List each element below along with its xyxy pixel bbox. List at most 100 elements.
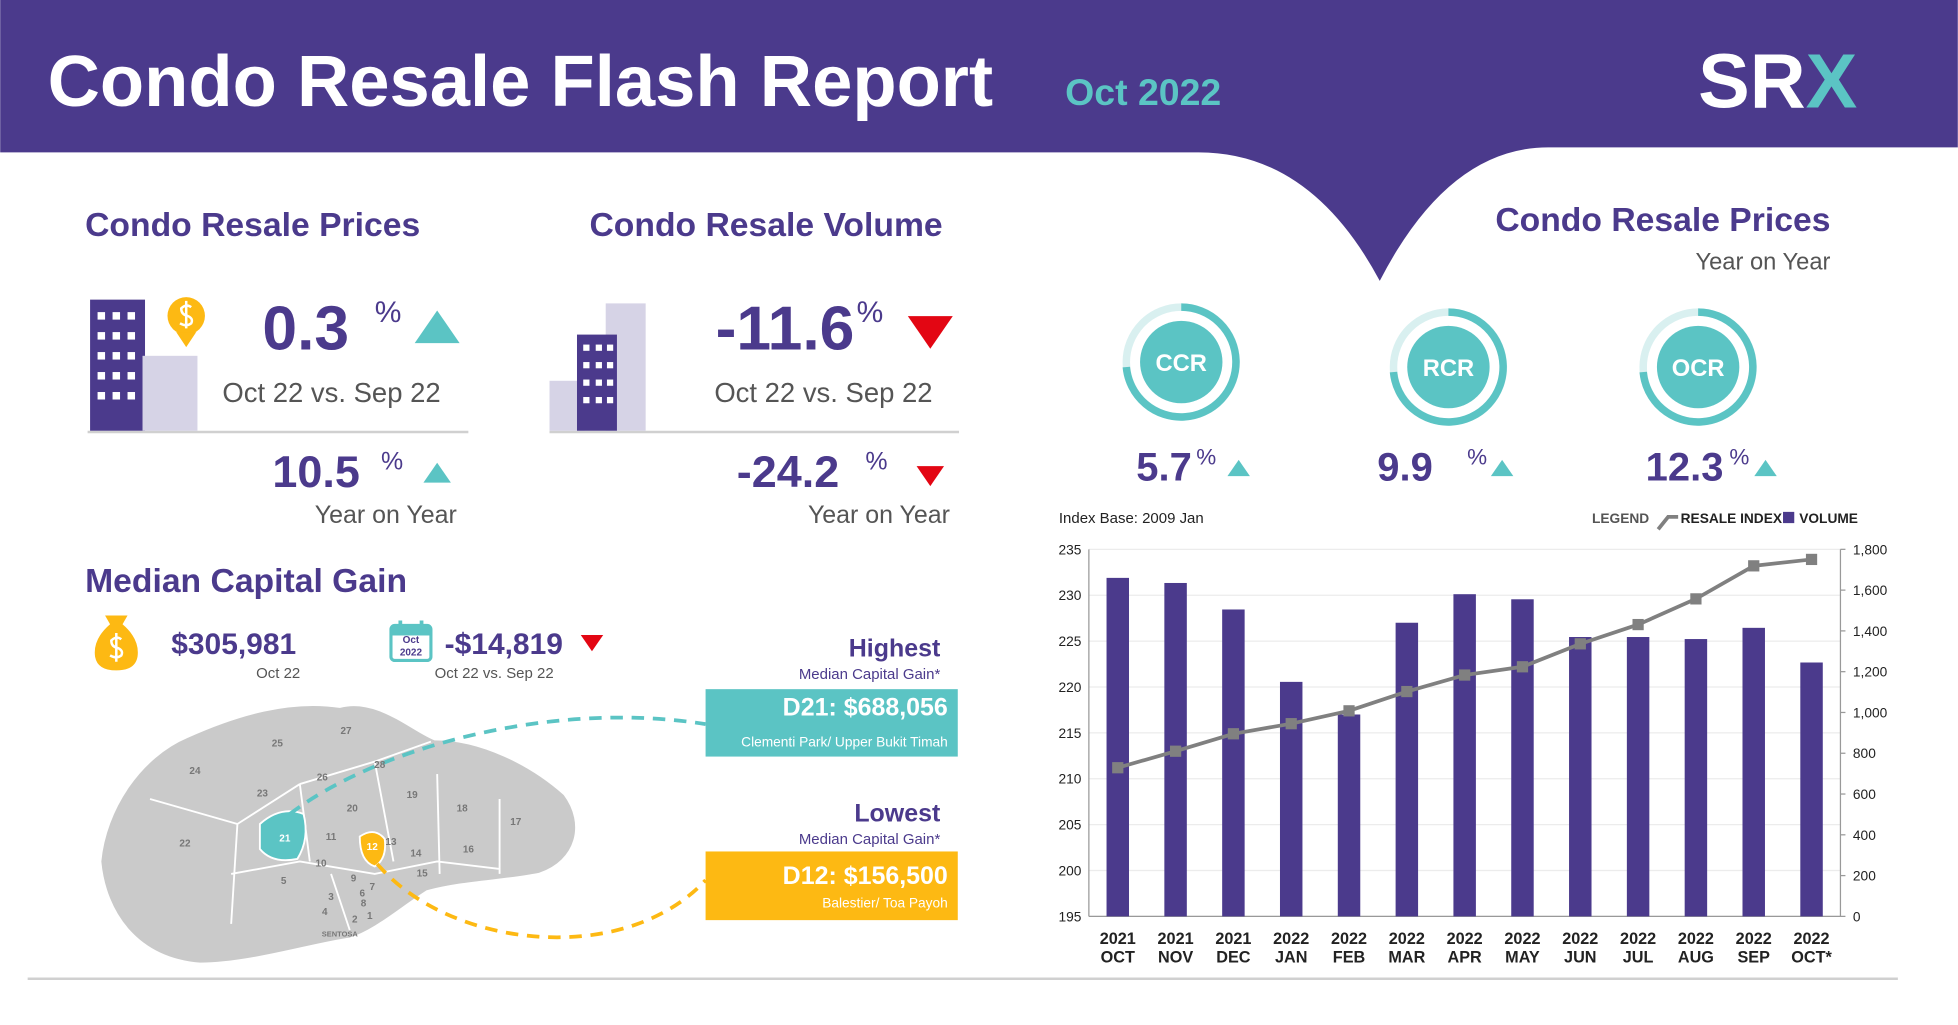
marker: [1343, 705, 1355, 717]
district-label: 3: [328, 892, 334, 903]
district-label: 4: [322, 907, 328, 918]
trend-arrow: [414, 310, 460, 344]
district-label: 2: [352, 915, 358, 926]
y2-tick-label: 400: [1853, 828, 1876, 843]
trend-arrow: [1754, 459, 1777, 477]
region-value: 9.9: [1377, 446, 1433, 490]
district-label: 25: [272, 739, 284, 750]
bar: [1279, 681, 1303, 917]
stat-unit: %: [865, 447, 887, 475]
y-tick-label: 205: [1058, 818, 1081, 833]
gain-label: Oct 22 vs. Sep 22: [435, 665, 554, 682]
x-tick-label: OCT: [1101, 949, 1135, 967]
trend-arrow: [916, 466, 945, 487]
x-tick-label: AUG: [1678, 949, 1714, 967]
district-label: 1: [367, 911, 373, 922]
district-label: 6: [359, 888, 365, 899]
calendar-text: Oct: [403, 635, 420, 646]
x-tick-label: JUN: [1564, 949, 1596, 967]
x-tick-label: MAR: [1388, 949, 1425, 967]
trend-arrow: [580, 634, 604, 652]
ring-arc: [1122, 303, 1240, 421]
x-tick-year: 2021: [1215, 930, 1251, 948]
marker: [1112, 762, 1124, 774]
y2-tick-label: 1,000: [1853, 705, 1888, 720]
money-bag-icon: [94, 615, 138, 671]
x-tick-label: MAY: [1505, 949, 1540, 967]
region-unit: %: [1196, 444, 1216, 469]
x-tick-year: 2022: [1504, 930, 1540, 948]
region-value: 5.7: [1136, 446, 1192, 490]
region-name: CCR: [1156, 351, 1207, 377]
lowest-box: [705, 851, 958, 921]
y2-tick-label: 800: [1853, 746, 1876, 761]
callout-area: Balestier/ Toa Payoh: [822, 896, 948, 911]
logo: SRX: [1698, 38, 1857, 124]
bar: [1626, 637, 1650, 917]
marker: [1632, 618, 1644, 631]
bar: [1395, 622, 1419, 917]
legend-label: VOLUME: [1799, 511, 1858, 526]
x-tick-year: 2022: [1389, 930, 1425, 948]
district-label: 8: [361, 898, 367, 909]
bar: [1337, 714, 1361, 917]
x-tick-year: 2022: [1562, 930, 1598, 948]
legend-swatch: [1783, 511, 1795, 524]
region-badge: [1407, 325, 1490, 409]
bar: [1742, 627, 1765, 917]
district-label: SENTOSA: [322, 929, 359, 938]
district-label: 13: [385, 837, 397, 848]
region-unit: %: [1467, 444, 1487, 469]
header-band: [0, 0, 1958, 281]
x-tick-year: 2022: [1447, 930, 1483, 948]
district-label: 23: [257, 789, 269, 800]
district-label: 22: [179, 838, 191, 849]
district-label: 20: [347, 804, 359, 815]
callout-title: Highest: [849, 635, 941, 663]
bar: [1222, 609, 1245, 917]
legend-title: LEGEND: [1592, 511, 1649, 526]
marker: [1574, 638, 1586, 650]
gain-value: -$14,819: [445, 628, 563, 661]
marker: [1690, 593, 1702, 605]
x-tick-label: NOV: [1158, 949, 1193, 967]
legend-line: [1656, 514, 1679, 531]
building-icon: [90, 297, 205, 431]
x-tick-year: 2021: [1158, 930, 1194, 948]
y2-tick-label: 600: [1853, 787, 1876, 802]
y-tick-label: 230: [1058, 588, 1081, 603]
ring-arc: [1389, 308, 1507, 426]
y2-tick-label: 1,200: [1853, 665, 1888, 680]
district-label: 21: [279, 833, 291, 844]
callout-value: D12: $156,500: [783, 862, 948, 890]
section-subtitle: Year on Year: [1695, 250, 1830, 276]
bar: [1800, 662, 1823, 917]
district-label: 12: [367, 842, 379, 853]
stat-value: -24.2: [737, 446, 839, 497]
district-label: 14: [410, 848, 422, 859]
callout-subtitle: Median Capital Gain*: [799, 666, 941, 683]
title: Condo Resale Flash Report: [48, 41, 993, 122]
y-tick-label: 235: [1058, 542, 1081, 557]
building-icon: [549, 303, 646, 431]
stat-label: Oct 22 vs. Sep 22: [714, 377, 932, 408]
y2-tick-label: 1,800: [1853, 542, 1888, 557]
region-name: OCR: [1672, 356, 1725, 382]
district-label: 11: [326, 832, 337, 843]
section-title: Condo Resale Prices: [1495, 201, 1830, 239]
y-tick-label: 195: [1058, 909, 1081, 924]
region-badge: [1140, 320, 1223, 404]
stat-label: Year on Year: [315, 501, 457, 529]
district-label: 5: [281, 876, 287, 887]
map: [98, 703, 707, 966]
region-unit: %: [1729, 444, 1749, 469]
district-label: 24: [189, 766, 201, 777]
y2-tick-label: 1,600: [1853, 583, 1888, 598]
marker: [1285, 718, 1297, 730]
district-label: 28: [374, 760, 386, 771]
x-tick-year: 2022: [1331, 930, 1367, 948]
x-tick-year: 2022: [1620, 930, 1656, 948]
region-badge: [1656, 325, 1740, 409]
district-label: 16: [463, 845, 475, 856]
